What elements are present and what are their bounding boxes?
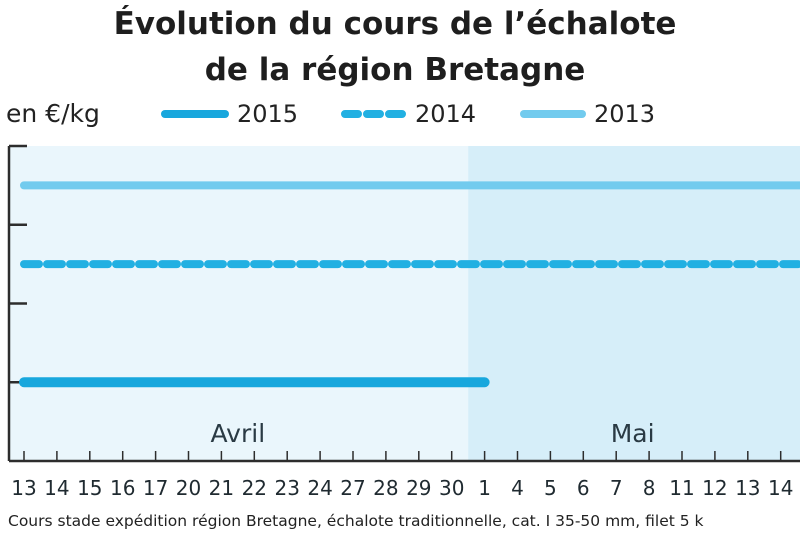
x-tick-label: 17 <box>143 476 168 500</box>
legend-label-2015: 2015 <box>237 100 298 128</box>
x-tick-label: 21 <box>209 476 234 500</box>
x-tick-label: 8 <box>643 476 656 500</box>
x-tick-label: 4 <box>511 476 524 500</box>
x-tick-label: 5 <box>544 476 557 500</box>
legend: 2015 2014 2013 <box>161 100 655 128</box>
x-tick-label: 30 <box>439 476 464 500</box>
legend-label-2014: 2014 <box>415 100 476 128</box>
series-layer <box>19 181 800 388</box>
month-label-avril: Avril <box>211 419 266 448</box>
chart-title-line-1: Évolution du cours de l’échalote <box>114 6 677 42</box>
x-tick-label: 22 <box>242 476 267 500</box>
x-tick-label: 7 <box>610 476 623 500</box>
x-tick-label: 27 <box>340 476 365 500</box>
plot-background-avril <box>9 146 469 461</box>
x-ticks: 13 14 15 16 17 20 21 22 23 24 27 28 29 30 1 4 5 6 7 8 11 12 13… <box>11 451 793 500</box>
x-tick-label: 20 <box>176 476 201 500</box>
chart-title-line-2: de la région Bretagne <box>205 52 586 88</box>
plot-background-mai <box>468 146 800 461</box>
x-tick-label: 14 <box>768 476 793 500</box>
x-tick-label: 16 <box>110 476 135 500</box>
x-tick-label: 15 <box>77 476 102 500</box>
x-tick-label: 11 <box>669 476 694 500</box>
x-tick-label: 23 <box>274 476 299 500</box>
x-tick-label: 13 <box>11 476 36 500</box>
month-label-mai: Mai <box>611 419 655 448</box>
x-tick-label: 1 <box>478 476 491 500</box>
x-tick-label: 29 <box>406 476 431 500</box>
x-tick-label: 14 <box>44 476 69 500</box>
legend-label-2013: 2013 <box>594 100 655 128</box>
x-tick-label: 6 <box>577 476 590 500</box>
x-tick-label: 12 <box>702 476 727 500</box>
chart-caption: Cours stade expédition région Bretagne, … <box>8 512 704 530</box>
x-tick-label: 13 <box>735 476 760 500</box>
y-unit-label: en €/kg <box>6 99 100 128</box>
x-tick-label: 28 <box>373 476 398 500</box>
x-tick-label: 24 <box>307 476 332 500</box>
